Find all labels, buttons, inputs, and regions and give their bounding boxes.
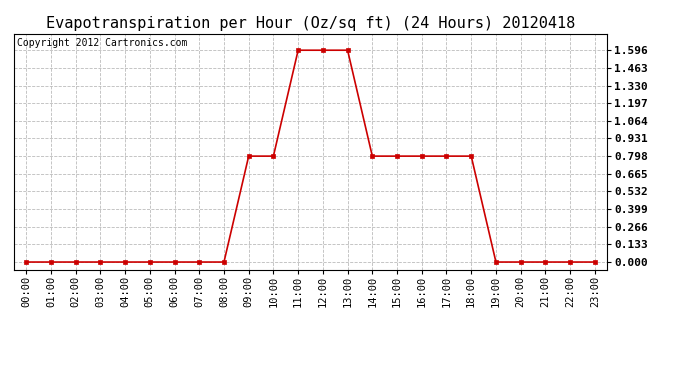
Text: Copyright 2012 Cartronics.com: Copyright 2012 Cartronics.com — [17, 39, 187, 48]
Title: Evapotranspiration per Hour (Oz/sq ft) (24 Hours) 20120418: Evapotranspiration per Hour (Oz/sq ft) (… — [46, 16, 575, 31]
